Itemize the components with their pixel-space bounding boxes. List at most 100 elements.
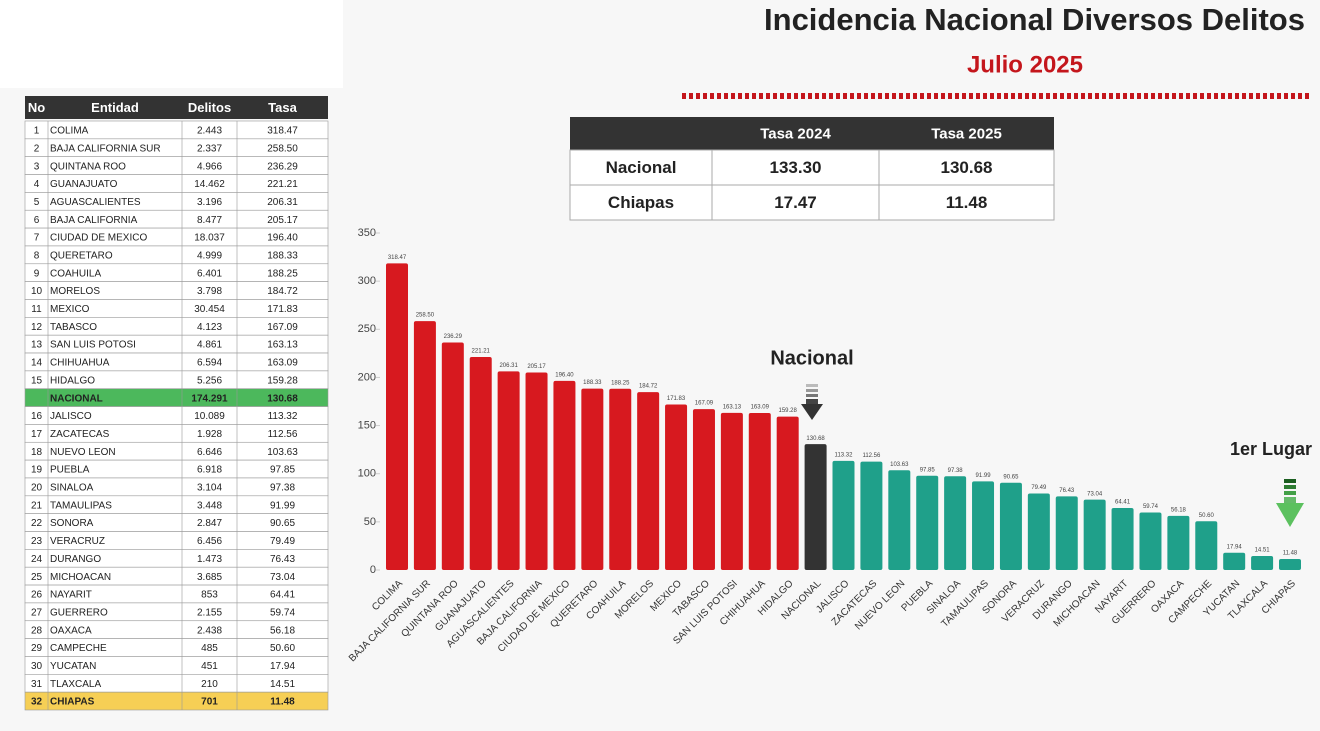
table-cell: 19 <box>31 465 43 476</box>
table-cell: 73.04 <box>270 572 295 583</box>
value-label: 90.65 <box>1003 474 1019 480</box>
value-label: 184.72 <box>639 384 658 390</box>
table-cell: 130.68 <box>267 393 298 404</box>
table-cell: BAJA CALIFORNIA <box>50 215 138 226</box>
summary-header-corner <box>570 117 712 150</box>
value-label: 163.09 <box>751 405 770 411</box>
table-cell: 10 <box>31 286 43 297</box>
bar <box>525 372 548 570</box>
bar <box>1139 512 1162 570</box>
table-cell: 258.50 <box>267 143 298 154</box>
table-cell: 10.089 <box>194 411 225 422</box>
value-label: 103.63 <box>890 462 909 468</box>
table-cell: 22 <box>31 518 43 529</box>
summary-label: Nacional <box>606 158 677 177</box>
table-cell: 6.456 <box>197 536 222 547</box>
annotation: Nacional <box>770 347 853 369</box>
table-cell: GUANAJUATO <box>50 179 118 190</box>
table-cell: 23 <box>31 536 43 547</box>
table-cell: NUEVO LEON <box>50 447 116 458</box>
value-label: 206.31 <box>499 363 518 369</box>
bar <box>888 470 911 570</box>
y-tick-label: 200 <box>358 371 376 383</box>
summary-header-cell: Tasa 2025 <box>931 125 1002 142</box>
table-cell: 91.99 <box>270 500 295 511</box>
bar <box>999 482 1022 570</box>
table-cell: 30 <box>31 661 43 672</box>
table-cell: 14 <box>31 358 43 369</box>
table-cell: 167.09 <box>267 322 298 333</box>
value-label: 59.74 <box>1143 504 1159 510</box>
table-cell: 451 <box>201 661 218 672</box>
y-tick-label: 150 <box>358 419 376 431</box>
table-cell: 236.29 <box>267 161 298 172</box>
table-cell: YUCATAN <box>50 661 96 672</box>
table-cell: 17.94 <box>270 661 295 672</box>
table-cell: SAN LUIS POTOSI <box>50 340 136 351</box>
table-cell: 12 <box>31 322 43 333</box>
table-cell: 1 <box>34 126 40 137</box>
table-cell: TAMAULIPAS <box>50 500 112 511</box>
bar <box>386 263 408 570</box>
table-cell: 29 <box>31 643 43 654</box>
value-label: 258.50 <box>416 313 435 319</box>
bar <box>1167 515 1190 570</box>
table-cell: TLAXCALA <box>50 679 101 690</box>
table-cell: 9 <box>34 268 40 279</box>
corner-panel <box>0 0 343 88</box>
table-cell: OAXACA <box>50 625 92 636</box>
table-cell: 853 <box>201 590 218 601</box>
table-cell: 188.33 <box>267 251 298 262</box>
table-cell: 90.65 <box>270 518 295 529</box>
table-cell: 3 <box>34 161 40 172</box>
bar <box>972 481 995 570</box>
table-cell: 6.594 <box>197 358 222 369</box>
table-cell: 32 <box>31 697 43 708</box>
table-cell: 3.685 <box>197 572 222 583</box>
table-cell: 3.798 <box>197 286 222 297</box>
table-cell: 21 <box>31 500 43 511</box>
bar <box>1055 496 1078 570</box>
bar <box>776 416 799 570</box>
bar <box>804 444 827 570</box>
table-cell: 24 <box>31 554 43 565</box>
table-cell: QUINTANA ROO <box>50 161 126 172</box>
table-cell: NAYARIT <box>50 590 92 601</box>
table-cell: 112.56 <box>268 429 298 440</box>
table-cell: 184.72 <box>267 286 298 297</box>
summary-header <box>712 117 1054 150</box>
value-label: 14.51 <box>1255 548 1271 554</box>
bar <box>553 380 576 570</box>
bar <box>944 476 967 570</box>
summary-value: 11.48 <box>946 193 988 212</box>
nacional-arrow <box>801 384 823 420</box>
table-cell: SONORA <box>50 518 94 529</box>
table-cell: 28 <box>31 625 43 636</box>
table-cell: SINALOA <box>50 483 94 494</box>
summary-value: 17.47 <box>774 193 817 212</box>
bar <box>1027 493 1050 570</box>
first-place-arrow <box>1276 479 1304 527</box>
table-cell: 103.63 <box>267 447 298 458</box>
value-label: 113.32 <box>835 452 854 458</box>
y-tick-label: 350 <box>358 227 376 239</box>
table-cell: 2.443 <box>197 126 222 137</box>
value-label: 50.60 <box>1199 513 1215 519</box>
bar <box>720 412 743 570</box>
bar <box>1195 521 1218 570</box>
table-cell: 31 <box>31 679 43 690</box>
value-label: 73.04 <box>1087 491 1103 497</box>
table-cell: 701 <box>201 697 218 708</box>
table-cell: 79.49 <box>270 536 295 547</box>
table-cell: QUERETARO <box>50 251 113 262</box>
bar <box>916 475 939 570</box>
bar <box>581 388 604 570</box>
subtitle: Julio 2025 <box>967 51 1083 78</box>
table-cell: 221.21 <box>267 179 298 190</box>
value-label: 56.18 <box>1171 507 1187 513</box>
table-cell: 76.43 <box>270 554 295 565</box>
bar <box>832 460 855 570</box>
table-cell: 5.256 <box>197 375 222 386</box>
value-label: 79.49 <box>1031 485 1047 491</box>
